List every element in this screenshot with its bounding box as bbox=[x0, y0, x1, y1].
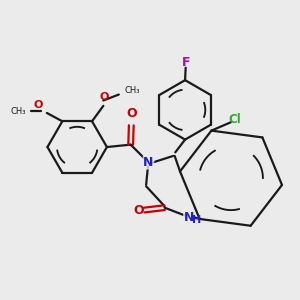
Text: CH₃: CH₃ bbox=[124, 86, 140, 95]
Text: O: O bbox=[99, 92, 109, 102]
Text: F: F bbox=[182, 56, 190, 69]
Text: H: H bbox=[192, 215, 201, 225]
Text: O: O bbox=[34, 100, 43, 110]
Text: O: O bbox=[134, 203, 144, 217]
Text: N: N bbox=[184, 211, 194, 224]
Text: N: N bbox=[143, 156, 154, 169]
Text: Cl: Cl bbox=[228, 113, 241, 126]
Text: CH₃: CH₃ bbox=[11, 107, 26, 116]
Text: O: O bbox=[126, 107, 136, 120]
